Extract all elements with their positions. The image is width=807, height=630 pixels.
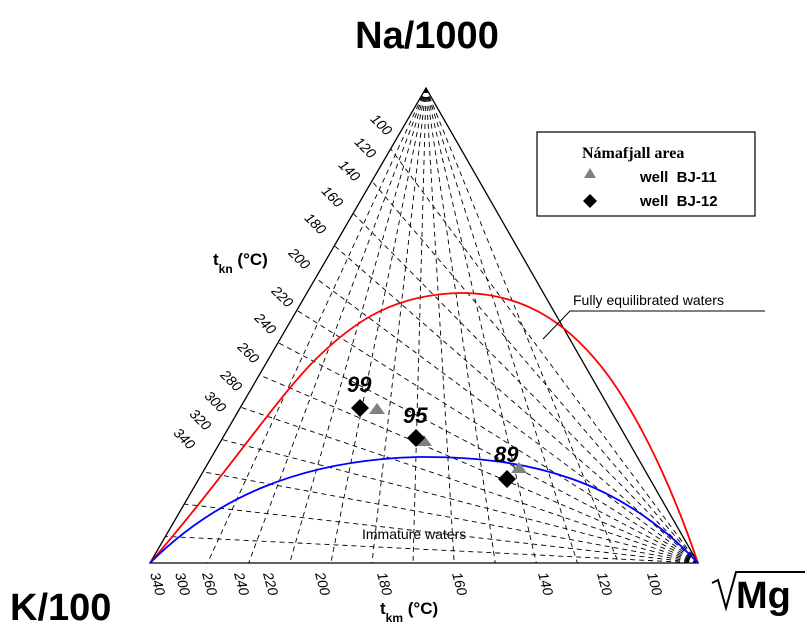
isotherm-line [207,87,427,564]
bj12-point-89 [498,470,516,488]
vertex-label-mg: Mg [711,571,805,617]
isotherm-line [315,277,699,564]
point-label-89: 89 [494,442,519,467]
point-label-95: 95 [403,403,428,428]
axis-km-tick-label: 220 [260,569,282,597]
legend-title: Námafjall area [582,145,684,162]
vertex-label-k: K/100 [10,587,111,629]
bj11-point-89 [511,462,527,473]
axis-kn-tick-label: 340 [171,425,199,453]
legend-item-bj12: well BJ-12 [639,193,718,210]
axis-kn-tick-label: 100 [368,111,396,139]
data-points [351,399,527,488]
axis-kn-tick-label: 260 [234,338,263,367]
isotherm-line [412,87,427,564]
axis-kn-tick-label: 280 [217,366,246,395]
axis-kn-tick-label: 320 [187,406,215,434]
isotherm-line [425,87,537,564]
axis-km-tick-label: 260 [199,569,221,597]
immature-waters-label: Immature waters [362,526,466,542]
point-label-99: 99 [347,372,372,397]
diagram-title: Na/1000 [355,15,499,57]
axis-kn-label: tkn (°C) [213,250,268,276]
isotherm-line [390,148,699,564]
axis-kn-tick-label: 140 [336,157,364,185]
axis-km-tick-label: 340 [147,570,169,597]
isotherm-line [277,342,699,564]
triangle-icon [584,168,596,178]
axis-km-tick-label: 300 [172,570,194,597]
axis-kn-tick-label: 240 [251,309,280,338]
axis-km-tick-label: 140 [535,570,557,597]
legend-item-bj11: well BJ-11 [639,169,717,186]
bj12-point-95 [407,429,425,447]
isotherm-line [289,87,427,564]
axis-km-label: tkm (°C) [380,599,438,625]
axis-km-tick-label: 180 [374,570,396,597]
isotherm-line [202,471,699,564]
isotherm-lines [165,87,699,564]
svg-text:tkm (°C): tkm (°C) [380,599,438,625]
axis-km-tick-label: 240 [231,569,253,597]
isotherm-line [425,87,496,564]
isotherm-line [248,87,427,564]
legend-box [536,131,756,217]
axis-km-tick-label: 200 [312,569,334,597]
partial-equilibrium-curve [149,456,699,564]
isotherm-line [221,439,699,564]
full-equilibrium-label: Fully equilibrated waters [573,292,724,308]
isotherm-line [425,87,455,564]
diamond-icon [583,194,597,208]
axis-kn-tick-label: 120 [352,134,380,162]
isotherm-line [371,180,699,564]
sqrt-icon [711,571,805,612]
curve-label-leader [542,310,765,340]
svg-text:tkn (°C): tkn (°C) [213,250,268,276]
triangle-outline [148,86,700,564]
axis-km-tick-label: 120 [594,570,616,597]
isotherm-line [240,406,699,564]
axis-kn-tick-label: 180 [302,210,330,238]
isotherm-line [296,309,699,564]
isotherm-line [371,87,427,564]
bj11-point-99 [369,403,385,414]
axis-kn-tick-label: 200 [285,244,314,273]
axis-kn-tick-label: 300 [202,388,230,416]
legend: Námafjall area well BJ-11 well BJ-12 [536,131,756,217]
full-equilibrium-curve [149,292,699,564]
bj12-point-99 [351,399,369,417]
isotherm-line [165,535,699,564]
axis-kn-tick-label: 160 [319,183,347,211]
svg-text:Mg: Mg [736,575,791,617]
axis-kn-tick-label: 220 [268,282,297,311]
isotherm-line [425,87,578,564]
axis-km-tick-label: 160 [449,570,471,597]
isotherm-line [352,213,699,564]
isotherm-line [259,374,699,564]
bj11-point-95 [416,435,432,446]
axis-km-tick-label: 100 [644,570,666,597]
